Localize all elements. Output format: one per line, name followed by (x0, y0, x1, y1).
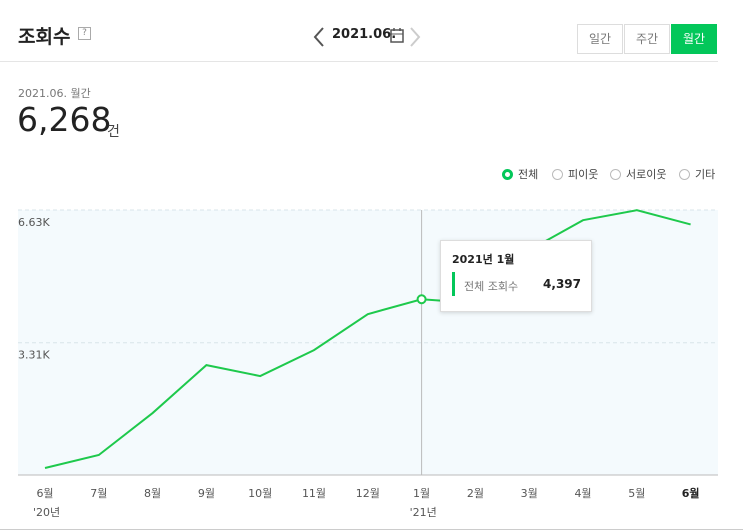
divider (0, 61, 718, 62)
tooltip-swatch (452, 272, 455, 296)
filter-label: 전체 (518, 168, 539, 181)
filter-label: 피이웃 (568, 168, 599, 181)
x-year-label: '21년 (410, 506, 437, 519)
x-year-label: '20년 (33, 506, 60, 519)
radio-dot (610, 168, 621, 180)
filter-option[interactable]: 서로이웃 (610, 166, 666, 182)
tooltip-value: 4,397 (543, 277, 581, 291)
radio-dot (552, 168, 563, 180)
filter-option[interactable]: 전체 (502, 166, 538, 182)
x-tick-label: 3월 (521, 487, 538, 500)
x-tick-label: 2월 (467, 487, 484, 500)
x-tick-label: 8월 (144, 487, 161, 500)
tooltip-title: 2021년 1월 (452, 253, 515, 266)
tooltip-label: 전체 조회수 (464, 280, 519, 293)
x-tick-label: 1월 (413, 487, 430, 500)
radio-dot (502, 168, 513, 180)
data-line (44, 209, 691, 469)
summary-count: 6,268 (17, 100, 112, 139)
x-tick-label: 10월 (248, 487, 272, 500)
page-title: 조회수 (18, 26, 71, 48)
tab[interactable]: 일간 (577, 24, 623, 54)
help-icon[interactable]: ? (78, 27, 91, 40)
filter-option[interactable]: 피이웃 (552, 166, 598, 182)
x-tick-label: 9월 (198, 487, 215, 500)
y-tick-label: 6.63K (18, 216, 50, 229)
filter-label: 서로이웃 (626, 168, 667, 181)
y-tick-label: 3.31K (18, 349, 50, 362)
hover-point (416, 294, 427, 305)
x-tick-label: 4월 (574, 487, 591, 500)
x-tick-label: 6월 (682, 486, 700, 500)
filter-label: 기타 (695, 168, 716, 181)
x-tick-label: 5월 (628, 487, 645, 500)
calendar-icon[interactable] (390, 27, 404, 43)
x-tick-label: 7월 (90, 487, 107, 500)
summary-period: 2021.06. 월간 (18, 87, 91, 100)
summary-unit: 건 (107, 124, 120, 140)
prev-button[interactable] (312, 26, 326, 48)
date-label: 2021.06. (332, 27, 397, 42)
next-button[interactable] (408, 26, 422, 48)
tooltip: 2021년 1월 전체 조회수 4,397 (440, 240, 592, 312)
radio-dot (679, 168, 690, 180)
bottom-border (0, 529, 743, 530)
x-tick-label: 11월 (302, 487, 326, 500)
x-tick-label: 6월 (36, 487, 53, 500)
tab[interactable]: 월간 (671, 24, 717, 54)
tab[interactable]: 주간 (624, 24, 670, 54)
filter-option[interactable]: 기타 (679, 166, 715, 182)
x-tick-label: 12월 (356, 487, 380, 500)
